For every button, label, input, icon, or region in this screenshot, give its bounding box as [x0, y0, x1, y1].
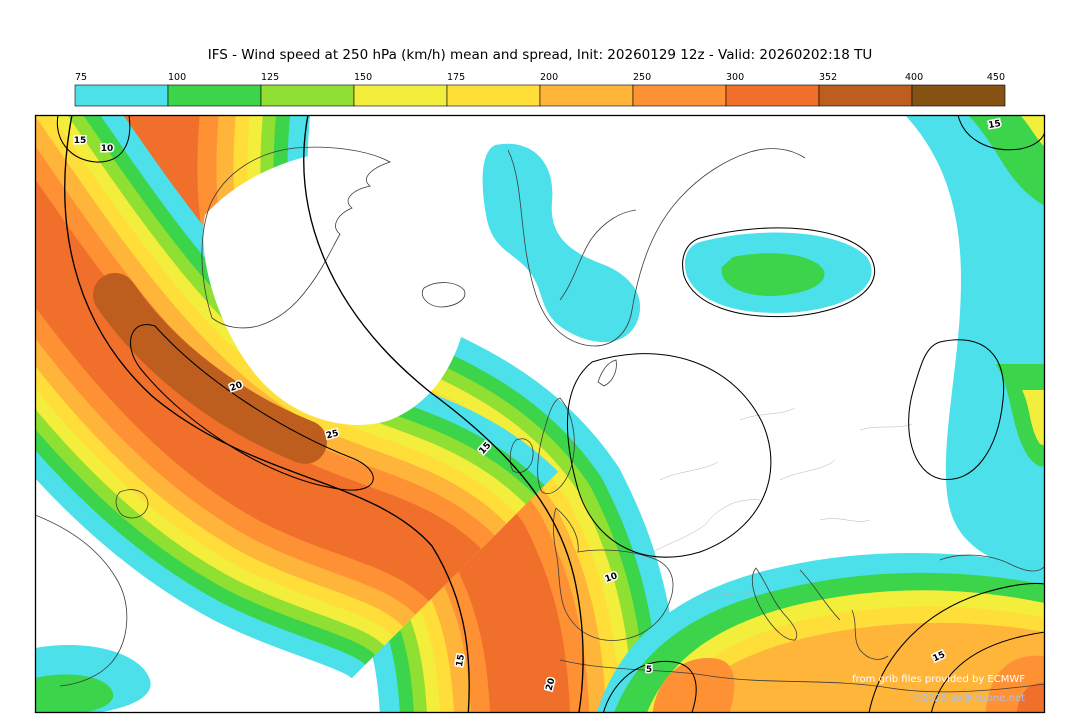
map-border: [34, 114, 1046, 714]
contour-line: [682, 227, 876, 318]
legend-tick: 175: [447, 72, 465, 83]
credits-source: from grib files provided by ECMWF: [852, 674, 1025, 685]
contour-label: 25: [325, 429, 340, 442]
contour-line: [64, 115, 470, 713]
legend-tick: 352: [819, 72, 837, 83]
coastline-denmark: [597, 359, 617, 387]
legend-segment: [539, 84, 634, 107]
contour-line: [908, 339, 1005, 480]
credits-copyright: ©2026 sb@irizone.net: [912, 693, 1025, 704]
legend-colorbar: 75 100 125 150 175 200 250 300 352 400 4…: [74, 72, 1006, 107]
legend-tick: 125: [261, 72, 279, 83]
contour-line: [56, 115, 131, 163]
coastline-ireland: [509, 438, 534, 473]
contour-line: [930, 631, 1045, 713]
chart-title: IFS - Wind speed at 250 hPa (km/h) mean …: [208, 47, 873, 63]
contour-line: [957, 115, 1045, 151]
coastline-greenland: [201, 146, 391, 329]
legend-segment: [167, 84, 262, 107]
contour-label: 10: [101, 144, 114, 154]
wind-band-southeast-200: [680, 622, 1045, 713]
wind-blob-corner-dark: [1016, 682, 1045, 713]
coastline-britain: [537, 397, 575, 494]
wind-patch-northeast-core: [721, 253, 825, 296]
coastline-north-africa: [559, 659, 1045, 693]
contour-line: [130, 324, 374, 491]
legend-tick: 250: [633, 72, 651, 83]
legend-segment: [74, 84, 169, 107]
wind-patch-scandinavia: [482, 143, 641, 343]
coastline-iberia: [552, 507, 674, 641]
coastline-black-sea: [939, 554, 1045, 572]
wind-patch-southwest-green: [35, 674, 114, 713]
legend-tick: 150: [354, 72, 372, 83]
coastline-north-america: [35, 514, 128, 687]
legend-tick: 400: [905, 72, 923, 83]
coastline-newfoundland: [115, 489, 149, 519]
legend-segment: [632, 84, 727, 107]
contour-label: 5: [646, 665, 652, 675]
contour-line: [868, 582, 1045, 713]
coastline-adriatic: [799, 569, 841, 621]
contour-line: [602, 660, 697, 713]
legend-segment: [260, 84, 355, 107]
legend-segment: [353, 84, 448, 107]
contour-label: 15: [74, 136, 87, 146]
contour-label: 15: [455, 654, 467, 668]
wind-band-east: [905, 115, 1045, 578]
legend-tick: 200: [540, 72, 558, 83]
wind-band-east-yellow: [1020, 115, 1045, 147]
wind-band-east-mid-yellow: [1022, 390, 1045, 446]
legend-segment: [818, 84, 913, 107]
contour-label: 15: [988, 119, 1002, 131]
map-canvas: 15 10 20 25 15 10 15 20 5 15 15 from gri…: [35, 115, 1045, 713]
wind-band-east-green: [968, 115, 1045, 206]
legend-segment: [911, 84, 1006, 107]
coastline-italy: [751, 567, 798, 641]
contour-line: [303, 115, 584, 713]
contour-label: 20: [545, 677, 558, 692]
coastline-bothnia: [559, 209, 637, 301]
legend-tick: 300: [726, 72, 744, 83]
jet-core-352: [93, 273, 327, 464]
legend-segment: [446, 84, 541, 107]
coastline-scandinavia: [507, 148, 806, 347]
coastline-iceland: [421, 282, 466, 308]
legend-segment: [725, 84, 820, 107]
jet-flank-300: [35, 179, 482, 603]
contour-line: [566, 353, 772, 558]
legend-tick: 75: [75, 72, 87, 83]
legend-tick: 100: [168, 72, 186, 83]
wind-band-east-mid-green: [996, 364, 1045, 467]
legend-tick: 450: [987, 72, 1005, 83]
coastline-greece: [851, 609, 889, 660]
